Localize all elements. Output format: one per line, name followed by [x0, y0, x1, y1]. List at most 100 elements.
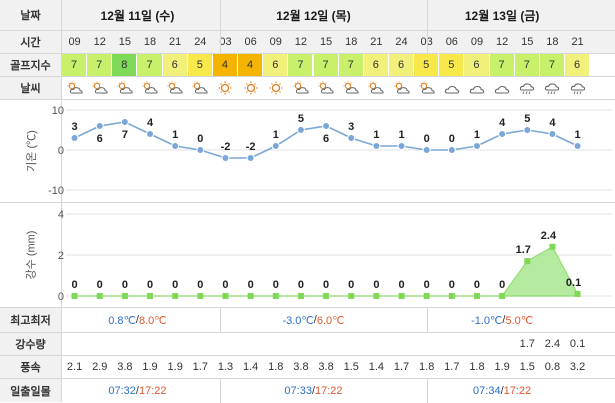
- hour-cell: 18: [345, 36, 358, 48]
- temperature-point: [422, 146, 431, 154]
- hour-cell: 24: [194, 36, 207, 48]
- rain-amount-cell: [112, 333, 137, 355]
- wind-speed-cell: 1.8: [268, 361, 284, 373]
- partly-cloudy-icon: [342, 81, 360, 95]
- hour-cell: 09: [68, 36, 81, 48]
- min-temp: -1.0℃: [471, 314, 503, 327]
- data-label: 0: [122, 279, 128, 291]
- min-temp: 0.8℃: [108, 314, 136, 327]
- data-label: 0: [248, 279, 254, 291]
- data-label: 6: [97, 133, 103, 145]
- data-label: 1: [474, 129, 480, 141]
- sunrise-sunset-cell: 07:32/17:22: [62, 379, 213, 402]
- partly-cloudy-icon: [393, 81, 411, 95]
- data-label: 0: [398, 279, 404, 291]
- hour-cell: 21: [571, 36, 584, 48]
- data-label: 3: [72, 121, 78, 133]
- sun-icon: [242, 81, 260, 95]
- sunrise-sunset-cell: 07:34/17:22: [414, 379, 590, 402]
- y-tick-label: 10: [52, 105, 64, 117]
- hour-cell: 15: [319, 36, 333, 48]
- weather-icon-cell: [238, 77, 263, 99]
- precipitation-point: [71, 293, 78, 299]
- hour-cell: 09: [470, 36, 484, 48]
- data-label: 0: [147, 279, 153, 291]
- rain-icon: [543, 81, 561, 95]
- rain-amount-row: 강수량 1.7 2.4 0.1: [0, 333, 615, 356]
- day-divider: [220, 308, 221, 332]
- data-label: 1: [172, 129, 178, 141]
- temperature-point: [271, 142, 280, 150]
- wind-speed-cell: 1.4: [242, 361, 259, 373]
- precipitation-point: [172, 293, 179, 299]
- weather-icon-cell: [188, 77, 213, 99]
- partly-cloudy-icon: [116, 81, 134, 95]
- rain-amount-cell: [439, 333, 464, 355]
- temperature-point: [573, 142, 582, 150]
- temperature-point: [372, 142, 381, 150]
- rain-amount-cell: [314, 333, 339, 355]
- y-tick-label: -10: [48, 185, 64, 197]
- data-label: 0: [97, 279, 103, 291]
- data-label: 3: [348, 121, 354, 133]
- weather-icon-cell: [137, 77, 162, 99]
- rain-amount-cell: [238, 333, 263, 355]
- golf-index-cell: 7: [313, 54, 339, 76]
- min-temp: -3.0℃: [282, 314, 314, 327]
- temperature-point: [397, 142, 406, 150]
- y-tick-label: 0: [58, 291, 64, 303]
- precipitation-point: [524, 258, 531, 265]
- rain-amount-cell: [263, 333, 288, 355]
- minmax-cell: 0.8℃/8.0℃: [62, 308, 213, 332]
- weather-icon-cell: [314, 77, 339, 99]
- weather-icon-cell: [490, 77, 515, 99]
- rain-icon: [518, 81, 536, 95]
- wind-label: 풍속: [0, 356, 62, 378]
- cloudy-icon: [493, 81, 511, 95]
- hour-cell: 24: [395, 36, 408, 48]
- precipitation-point: [147, 293, 154, 299]
- wind-speed-cell: 1.8: [419, 361, 435, 373]
- temperature-point: [447, 146, 456, 154]
- hour-cell: 03: [219, 36, 232, 48]
- rain-amount-cell: 0.1: [569, 338, 586, 350]
- rain-amount-cell: [389, 333, 414, 355]
- date-label: 날짜: [0, 0, 62, 30]
- minmax-label: 최고최저: [0, 308, 62, 332]
- temperature-point: [146, 130, 155, 138]
- rain-amount-cell: [188, 333, 213, 355]
- precipitation-point: [348, 293, 355, 299]
- minmax-cell: -1.0℃/5.0℃: [414, 308, 590, 332]
- golf-index-cell: 7: [62, 54, 88, 76]
- temperature-point: [95, 122, 104, 130]
- partly-cloudy-icon: [292, 81, 310, 95]
- wind-speed-cell: 3.8: [293, 361, 309, 373]
- data-label: 5: [298, 113, 304, 125]
- temperature-point: [196, 146, 205, 154]
- hour-cell: 12: [495, 36, 509, 48]
- golf-index-cell: 6: [464, 54, 490, 76]
- weather-icon-cell: [565, 77, 590, 99]
- temperature-point: [523, 126, 532, 134]
- sunrise-sunset-row: 일출일몰 07:32/17:22 07:33/17:22 07:34/17:22: [0, 379, 615, 402]
- weather-icon-cell: [389, 77, 414, 99]
- hour-cell: 15: [118, 36, 131, 48]
- hour-cell: 12: [294, 36, 308, 48]
- golf-index-cell: 7: [137, 54, 163, 76]
- date-row: 날짜 12월 11일 (수) 12월 12일 (목) 12월 13일 (금): [0, 0, 615, 31]
- time-row: 시간 09 12 15 18 21 24 03 06 09 12 15 18 21 24 03 06 09 12 1…: [0, 31, 615, 54]
- data-label: 1: [398, 129, 404, 141]
- temperature-point: [246, 154, 255, 162]
- sun-separator: /: [135, 384, 139, 397]
- wind-speed-cell: 1.7: [393, 361, 410, 373]
- max-temp: 8.0℃: [138, 314, 167, 327]
- rain-amount-cell: [364, 333, 389, 355]
- partly-cloudy-icon: [418, 81, 436, 95]
- data-label: 0: [499, 279, 505, 291]
- weather-icon-cell: [339, 77, 364, 99]
- data-label: 1: [575, 129, 581, 141]
- data-label: 0: [197, 133, 203, 145]
- data-label: 0: [323, 279, 329, 291]
- precipitation-point: [448, 293, 455, 299]
